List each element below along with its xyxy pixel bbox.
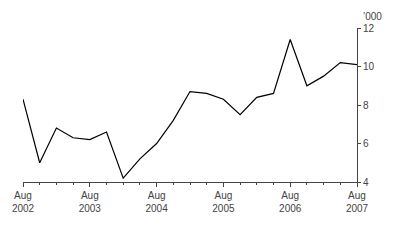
svg-text:10: 10 xyxy=(363,61,375,72)
svg-text:Aug2002: Aug2002 xyxy=(12,190,35,214)
svg-text:8: 8 xyxy=(363,100,369,111)
svg-text:Aug2006: Aug2006 xyxy=(279,190,302,214)
svg-text:’000: ’000 xyxy=(363,11,382,22)
svg-text:4: 4 xyxy=(363,177,369,188)
svg-text:Aug2007: Aug2007 xyxy=(346,190,369,214)
svg-text:Aug2004: Aug2004 xyxy=(145,190,168,214)
svg-text:Aug2003: Aug2003 xyxy=(79,190,102,214)
svg-text:12: 12 xyxy=(363,23,375,34)
svg-text:6: 6 xyxy=(363,138,369,149)
svg-text:Aug2005: Aug2005 xyxy=(212,190,235,214)
